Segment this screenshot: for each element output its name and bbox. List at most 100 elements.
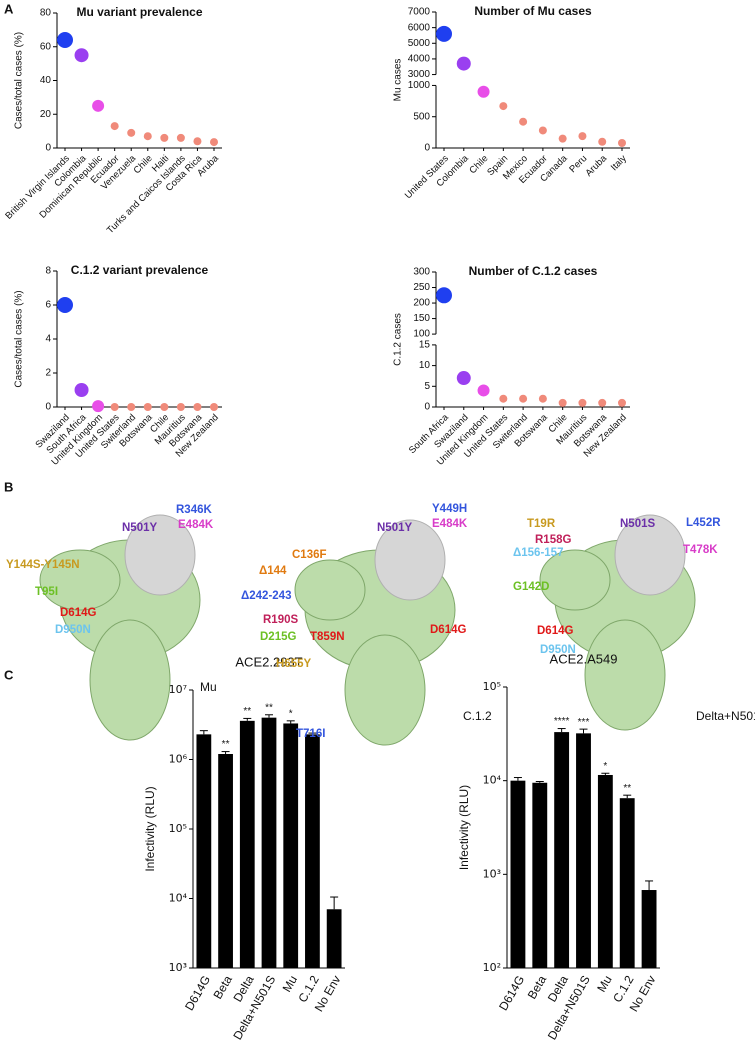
significance: ** xyxy=(265,702,273,713)
dot xyxy=(143,403,152,411)
mutation-label: D950N xyxy=(55,624,91,636)
dot xyxy=(92,99,105,112)
y-tick-label: 2 xyxy=(45,368,51,379)
bar xyxy=(532,782,548,968)
dot xyxy=(210,138,218,147)
mutation-label: N501Y xyxy=(122,522,157,534)
bar xyxy=(619,798,635,968)
y-tick-label: 5000 xyxy=(408,38,431,49)
dot xyxy=(618,398,626,407)
dot xyxy=(598,137,607,146)
y-tick-label: 4000 xyxy=(408,54,431,65)
x-tick-label: D614G xyxy=(182,973,213,1013)
structures-art xyxy=(39,514,696,746)
bar xyxy=(196,734,212,968)
mutation-label: C136F xyxy=(292,549,327,561)
dot xyxy=(127,128,136,137)
y-tick-label: 250 xyxy=(413,282,430,293)
y-tick-label: 10 xyxy=(419,360,431,371)
mutation-label: T716I xyxy=(296,728,325,740)
dot xyxy=(499,394,508,403)
y-tick-label: 8 xyxy=(45,266,51,277)
chart-title: C.1.2 variant prevalence xyxy=(71,263,209,277)
mutation-label: T859N xyxy=(310,631,345,643)
dot xyxy=(57,297,73,313)
mutation-label: D614G xyxy=(430,624,466,636)
mutation-label: D950N xyxy=(540,644,576,656)
y-axis-label: C.1.2 cases xyxy=(393,313,404,366)
mutation-label: G142D xyxy=(513,581,549,593)
significance: *** xyxy=(578,717,590,728)
y-tick-label: 4 xyxy=(45,334,51,345)
y-tick-label: 300 xyxy=(413,267,430,278)
y-tick-label: 5 xyxy=(424,381,430,392)
structure-name: Delta+N501S xyxy=(696,709,755,723)
dot xyxy=(519,117,528,126)
dot xyxy=(92,400,105,413)
dot xyxy=(558,398,567,407)
mutation-label: T19R xyxy=(527,518,556,530)
dot xyxy=(519,394,528,403)
mutation-label: H655Y xyxy=(276,658,311,670)
chart-title: Mu variant prevalence xyxy=(76,5,202,19)
y-tick-label: 10⁵ xyxy=(169,822,187,835)
dot xyxy=(456,371,471,386)
bar xyxy=(305,734,320,968)
dot xyxy=(598,398,607,407)
dot xyxy=(160,133,169,142)
x-tick-label: Italy xyxy=(609,153,629,173)
dot xyxy=(578,132,587,141)
mutation-label: T478K xyxy=(683,544,718,556)
significance: * xyxy=(289,708,293,719)
y-tick-label: 10⁴ xyxy=(169,892,188,905)
chart-title: Number of Mu cases xyxy=(474,4,592,18)
panel-label: C xyxy=(4,667,14,682)
y-tick-label: 10⁷ xyxy=(169,683,187,696)
y-tick-label: 0 xyxy=(424,402,430,413)
bar xyxy=(283,723,299,968)
dot xyxy=(436,25,452,42)
y-tick-label: 10³ xyxy=(483,867,501,880)
dot xyxy=(74,383,89,397)
significance: * xyxy=(603,761,607,772)
panel-label: A xyxy=(4,1,14,16)
dot xyxy=(193,403,202,411)
dot xyxy=(477,85,490,98)
bar xyxy=(261,717,277,968)
y-tick-label: 0 xyxy=(45,143,51,154)
dot xyxy=(578,398,587,407)
y-tick-label: 7000 xyxy=(408,7,431,18)
mutation-label: Y449H xyxy=(432,503,467,515)
dot xyxy=(618,138,626,147)
dot xyxy=(558,134,567,143)
x-tick-label: Aruba xyxy=(583,153,609,179)
chart-title: ACE2.A549 xyxy=(550,651,618,666)
y-tick-label: 200 xyxy=(413,298,430,309)
mutation-label: T95I xyxy=(35,586,58,598)
significance: **** xyxy=(554,716,570,727)
x-tick-label: D614G xyxy=(496,973,527,1013)
y-tick-label: 3000 xyxy=(408,69,431,80)
y-tick-label: 10⁶ xyxy=(169,753,188,766)
y-tick-label: 6000 xyxy=(408,22,431,33)
dot xyxy=(57,32,73,48)
y-tick-label: 10² xyxy=(483,961,501,974)
bar xyxy=(510,780,526,968)
dot xyxy=(110,403,119,411)
bar xyxy=(239,720,255,968)
mutation-label: Δ156-157 xyxy=(513,547,563,559)
x-tick-label: Mu xyxy=(280,973,300,994)
y-tick-label: 40 xyxy=(40,75,52,86)
significance: ** xyxy=(623,783,631,794)
y-tick-label: 0 xyxy=(424,143,430,154)
y-tick-label: 6 xyxy=(45,300,51,311)
y-axis-label: Infectivity (RLU) xyxy=(457,785,471,870)
mutation-label: N501Y xyxy=(377,522,412,534)
y-tick-label: 0 xyxy=(45,402,51,413)
mutation-label: D215G xyxy=(260,631,296,643)
bar xyxy=(218,753,233,968)
structure-name: C.1.2 xyxy=(463,709,492,723)
y-tick-label: 20 xyxy=(40,109,52,120)
dot xyxy=(538,126,547,135)
mutation-label: L452R xyxy=(686,517,721,529)
